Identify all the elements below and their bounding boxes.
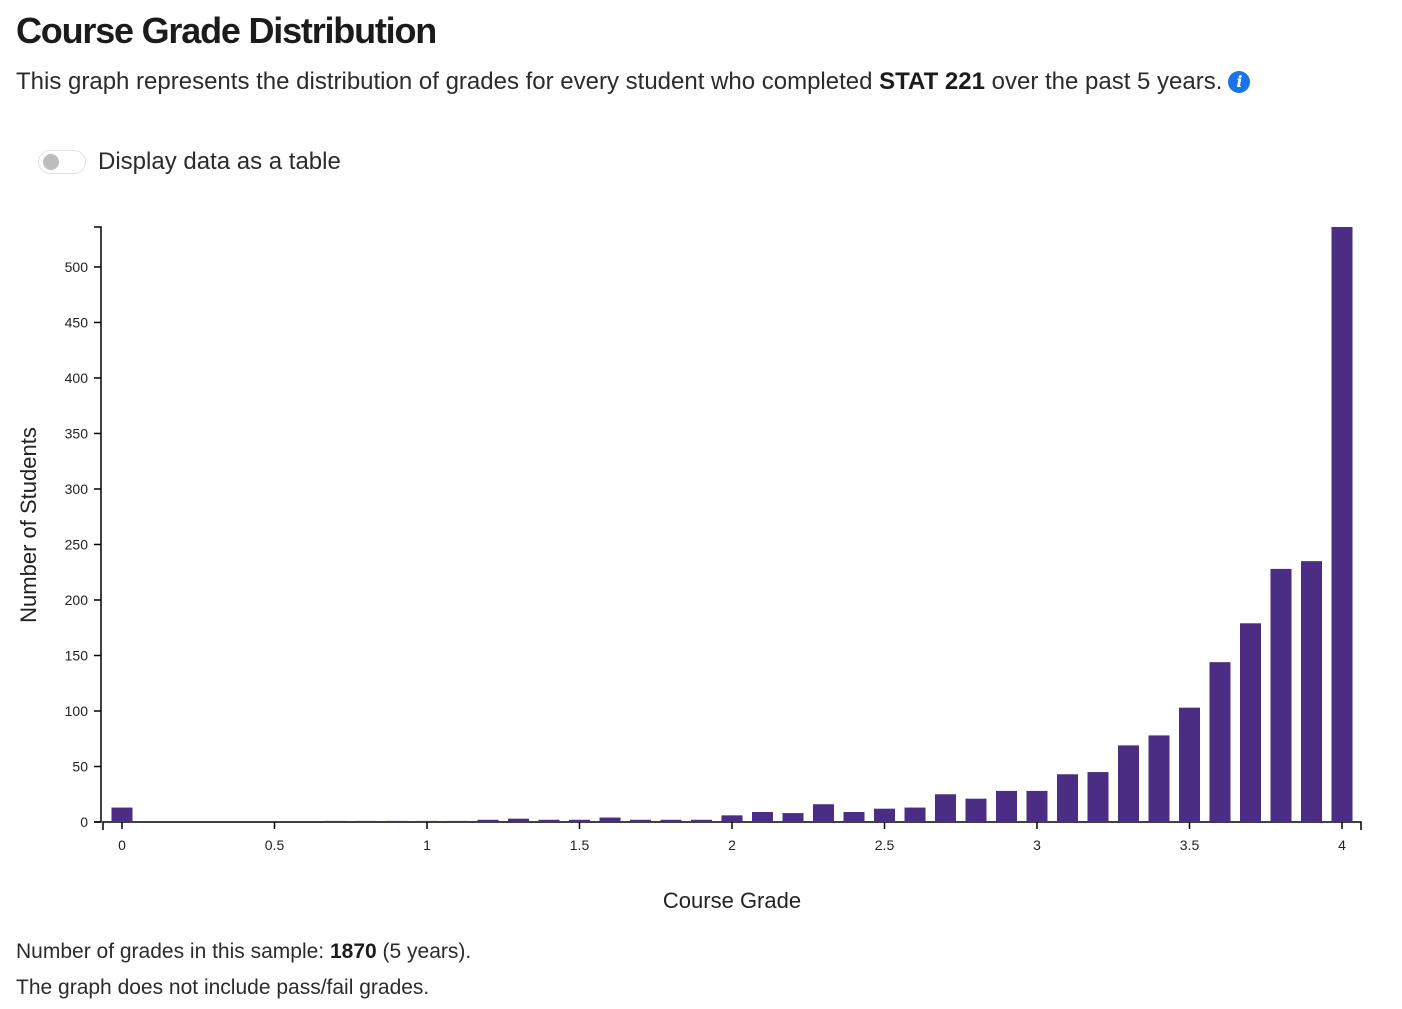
sample-size-value: 1870 bbox=[329, 940, 377, 963]
y-tick-label: 200 bbox=[65, 592, 89, 608]
x-tick-label: 3 bbox=[1033, 837, 1041, 853]
bar[interactable] bbox=[630, 819, 651, 822]
y-tick-label: 250 bbox=[65, 536, 89, 552]
course-code: STAT 221 bbox=[879, 68, 985, 95]
x-tick-label: 3.5 bbox=[1180, 837, 1200, 853]
bar[interactable] bbox=[660, 819, 682, 822]
bar[interactable] bbox=[1301, 561, 1322, 822]
x-tick-label: 0.5 bbox=[265, 837, 285, 853]
bar[interactable] bbox=[1118, 745, 1139, 822]
bar[interactable] bbox=[782, 813, 804, 822]
y-tick-label: 400 bbox=[65, 370, 89, 386]
bar[interactable] bbox=[965, 798, 987, 822]
y-tick-label: 350 bbox=[65, 425, 89, 441]
info-icon[interactable]: i bbox=[1228, 71, 1251, 93]
bar[interactable] bbox=[508, 818, 529, 822]
bar[interactable] bbox=[1148, 735, 1170, 822]
y-tick-label: 450 bbox=[65, 314, 89, 330]
table-toggle-row[interactable]: Display data as a table bbox=[38, 148, 341, 176]
y-tick-label: 150 bbox=[65, 647, 89, 663]
bar[interactable] bbox=[904, 807, 926, 822]
bar[interactable] bbox=[1087, 772, 1109, 822]
x-tick-label: 0 bbox=[118, 837, 126, 853]
x-tick-label: 2.5 bbox=[875, 837, 895, 853]
x-axis: 0 0.5 1 1.5 2 2.5 3 3.5 4 bbox=[102, 821, 1362, 853]
bar[interactable] bbox=[416, 820, 438, 822]
pass-fail-note: The graph does not include pass/fail gra… bbox=[16, 976, 430, 999]
sample-size-text: Number of grades in this sample: bbox=[16, 940, 330, 963]
y-tick-label: 100 bbox=[65, 703, 89, 719]
bar[interactable] bbox=[843, 812, 865, 822]
sample-size-period: (5 years). bbox=[376, 940, 472, 963]
bar[interactable] bbox=[691, 819, 712, 822]
display-table-toggle[interactable] bbox=[38, 150, 86, 174]
x-tick-label: 1 bbox=[423, 837, 431, 853]
bar[interactable] bbox=[813, 804, 834, 822]
x-tick-label: 2 bbox=[728, 837, 736, 853]
bar[interactable] bbox=[1209, 662, 1231, 822]
y-axis-label: Number of Students bbox=[16, 427, 41, 623]
y-tick-label: 0 bbox=[80, 814, 88, 830]
bar[interactable] bbox=[1331, 227, 1353, 822]
y-axis: 0 50 100 150 200 250 300 350 400 450 500 bbox=[65, 226, 102, 830]
bar[interactable] bbox=[569, 819, 590, 822]
bar[interactable] bbox=[721, 815, 743, 822]
bar[interactable] bbox=[996, 790, 1017, 822]
bars bbox=[111, 227, 1353, 822]
x-tick-label: 4 bbox=[1338, 837, 1346, 853]
bar[interactable] bbox=[1240, 623, 1261, 822]
chart-description: This graph represents the distribution o… bbox=[16, 66, 1251, 98]
bar[interactable] bbox=[538, 819, 560, 822]
bar[interactable] bbox=[874, 808, 895, 822]
bar[interactable] bbox=[599, 817, 621, 822]
bar[interactable] bbox=[111, 807, 133, 822]
bar[interactable] bbox=[325, 820, 346, 822]
toggle-knob bbox=[43, 154, 59, 170]
page-title: Course Grade Distribution bbox=[16, 10, 437, 51]
bar[interactable] bbox=[1057, 774, 1078, 822]
y-tick-label: 300 bbox=[65, 481, 89, 497]
x-tick-label: 1.5 bbox=[570, 837, 590, 853]
bar[interactable] bbox=[477, 819, 499, 822]
y-axis-line bbox=[94, 226, 102, 823]
display-table-label[interactable]: Display data as a table bbox=[98, 148, 341, 175]
bar[interactable] bbox=[355, 820, 377, 822]
bar[interactable] bbox=[447, 820, 468, 822]
bar[interactable] bbox=[1270, 568, 1292, 822]
grade-distribution-chart: 0 50 100 150 200 250 300 350 400 450 500 0 0.5 1 1.5 2… bbox=[16, 226, 1362, 913]
sample-size-note: Number of grades in this sample: 1870 (5… bbox=[16, 940, 471, 964]
bar[interactable] bbox=[386, 820, 407, 822]
bar[interactable] bbox=[1026, 790, 1048, 822]
description-text-end: over the past 5 years. bbox=[984, 68, 1223, 95]
bar[interactable] bbox=[1179, 707, 1200, 822]
description-text-start: This graph represents the distribution o… bbox=[16, 68, 880, 95]
bar[interactable] bbox=[935, 794, 956, 822]
bar[interactable] bbox=[752, 812, 773, 822]
y-tick-label: 500 bbox=[65, 259, 89, 275]
x-axis-label: Course Grade bbox=[663, 888, 801, 913]
y-tick-label: 50 bbox=[72, 758, 88, 774]
